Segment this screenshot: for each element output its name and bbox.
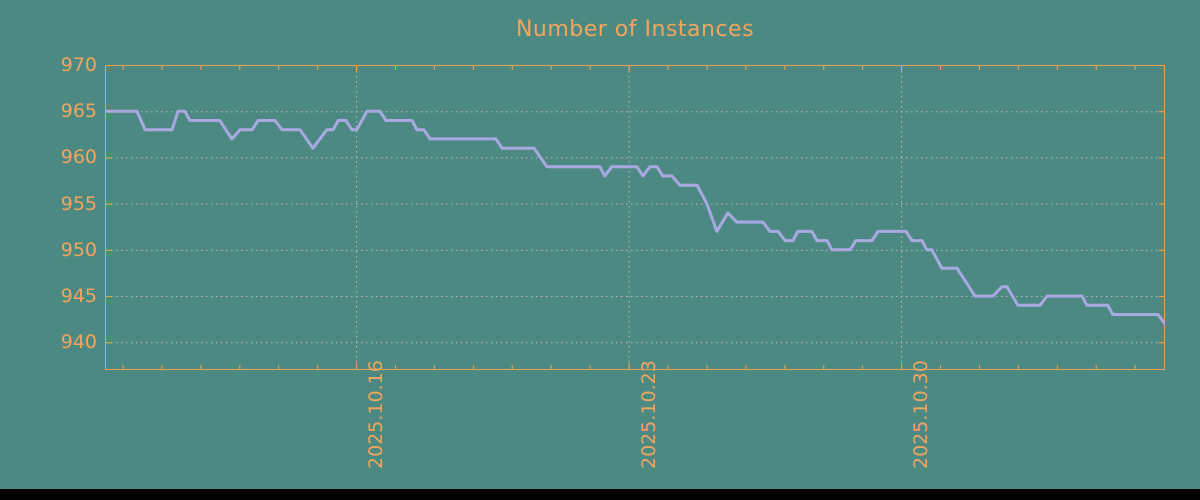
footer-bar <box>0 489 1200 500</box>
x-tick-label: 2025.10.23 <box>637 360 660 469</box>
x-tick-label: 2025.10.16 <box>365 360 388 469</box>
y-tick-label: 965 <box>60 100 97 123</box>
x-tick-label: 2025.10.30 <box>910 360 933 469</box>
y-tick-label: 970 <box>60 54 97 76</box>
y-tick-label: 955 <box>60 192 97 215</box>
y-tick-label: 945 <box>60 285 97 308</box>
plot-area <box>105 65 1165 370</box>
y-tick-label: 950 <box>60 238 97 261</box>
chart-title: Number of Instances <box>515 17 755 42</box>
y-tick-label: 960 <box>60 146 97 169</box>
y-tick-label: 940 <box>60 331 97 354</box>
plot-border <box>105 65 1165 370</box>
data-line-instances <box>105 109 1165 326</box>
